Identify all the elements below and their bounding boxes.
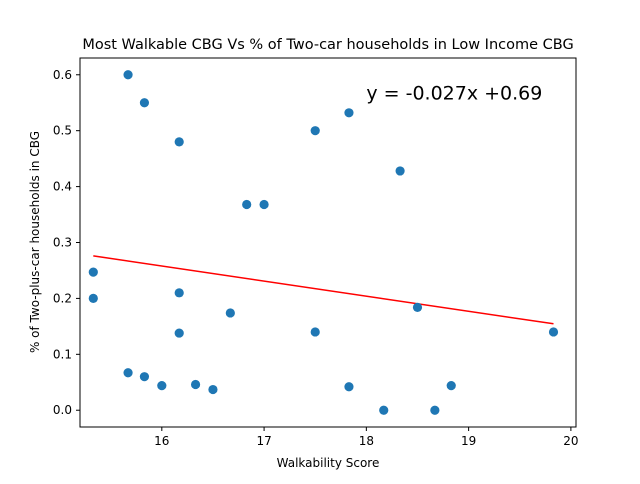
y-tick-label: 0.3 (53, 236, 72, 250)
x-tick-label: 17 (256, 434, 271, 448)
scatter-point (208, 384, 218, 395)
plot-area: 16 17 18 19 20 0.0 0.1 0.2 0.3 0.4 0.5 0.6 y = -0.… (53, 57, 579, 448)
scatter-point (225, 308, 235, 318)
scatter-point (157, 381, 167, 391)
scatter-point (139, 372, 150, 382)
trendline-layer (93, 255, 554, 325)
trendline (93, 255, 554, 325)
scatter-point (88, 293, 98, 304)
x-tick-label: 19 (461, 434, 476, 448)
x-tick-label: 20 (563, 434, 578, 448)
annotation-layer: y = -0.027x +0.69 (366, 82, 542, 104)
x-tick-label: 18 (359, 434, 374, 448)
x-axis-label: Walkability Score (277, 456, 380, 470)
points-layer (88, 70, 559, 415)
scatter-point (174, 288, 184, 298)
scatter-point (174, 137, 184, 147)
scatter-point (259, 199, 269, 210)
scatter-point (88, 267, 98, 277)
scatter-point (412, 302, 423, 312)
scatter-point (123, 368, 133, 378)
scatter-point (344, 108, 354, 118)
y-tick-label: 0.5 (53, 124, 72, 138)
y-tick-label: 0.6 (53, 68, 72, 82)
scatter-point (139, 98, 150, 108)
x-tick-label: 16 (154, 434, 169, 448)
scatter-point (190, 379, 201, 390)
y-tick-label: 0.4 (53, 180, 72, 194)
scatter-point (310, 327, 320, 337)
y-tick-label: 0.2 (53, 291, 72, 305)
regression-equation: y = -0.027x +0.69 (366, 82, 542, 104)
scatter-point (123, 70, 133, 80)
scatter-point (548, 327, 559, 337)
y-axis-label: % of Two-plus-car households in CBG (28, 131, 42, 353)
x-axis-ticks: 16 17 18 19 20 (154, 427, 579, 448)
scatter-point (395, 166, 405, 176)
scatter-point (430, 405, 440, 415)
scatter-point (344, 382, 354, 392)
y-axis-ticks: 0.0 0.1 0.2 0.3 0.4 0.5 0.6 (53, 68, 80, 417)
y-tick-label: 0.1 (53, 347, 72, 361)
y-tick-label: 0.0 (53, 403, 72, 417)
scatter-point (379, 405, 389, 415)
scatter-point (242, 199, 252, 210)
scatter-point (310, 126, 320, 136)
scatter-point (446, 381, 456, 391)
scatter-point (174, 328, 184, 338)
chart-title: Most Walkable CBG Vs % of Two-car househ… (82, 37, 573, 53)
